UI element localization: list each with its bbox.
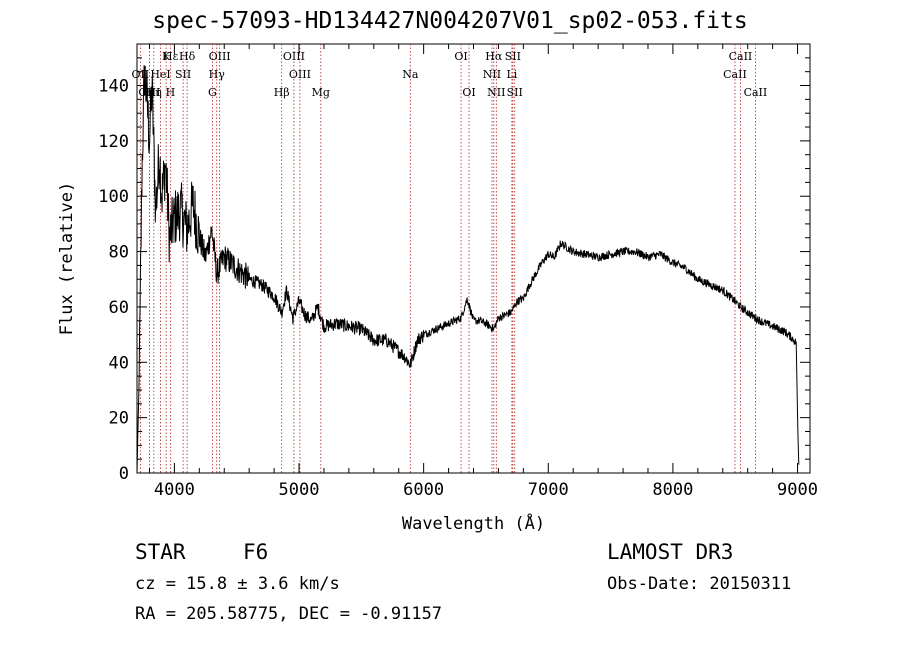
spectral-line-label: OIII — [289, 68, 311, 81]
y-tick-label: 40 — [109, 353, 129, 373]
x-tick-label: 8000 — [652, 480, 693, 500]
spectral-line-label: CaII — [729, 50, 753, 63]
spectral-line-label: G — [208, 86, 217, 99]
y-tick-label: 80 — [109, 243, 129, 263]
spectral-line-label: Hη — [146, 86, 162, 99]
spectral-line-label: Hα — [485, 50, 503, 63]
y-tick-label: 120 — [98, 132, 129, 152]
y-axis-label: Flux (relative) — [57, 182, 77, 336]
spectral-line-label: OIII — [209, 50, 231, 63]
spectral-line-label: SII — [505, 50, 521, 63]
chart-title: spec-57093-HD134427N004207V01_sp02-053.f… — [152, 8, 748, 34]
spectral-line-label: OI — [454, 50, 467, 63]
spectral-line-label: Hγ — [209, 68, 226, 81]
spectral-line-label: OI — [462, 86, 475, 99]
y-tick-label: 140 — [98, 77, 129, 97]
object-subclass: F6 — [243, 540, 269, 564]
spectral-line-label: HeI — [150, 68, 170, 81]
y-tick-label: 0 — [119, 464, 129, 484]
spectral-line-label: Na — [402, 68, 419, 81]
spectral-line-label: NII — [483, 68, 501, 81]
spectral-line-label: Li — [506, 68, 517, 81]
y-tick-label: 20 — [109, 409, 129, 429]
spectral-line-label: H — [166, 86, 176, 99]
spectral-line-label: Mg — [312, 86, 330, 99]
x-tick-label: 9000 — [777, 480, 818, 500]
spectral-line-label: Hδ — [179, 50, 196, 63]
x-axis-label: Wavelength (Å) — [402, 512, 545, 534]
spectral-line-label: SII — [175, 68, 191, 81]
spectral-line-label: CaII — [744, 86, 768, 99]
y-tick-label: 100 — [98, 187, 129, 207]
y-tick-label: 60 — [109, 298, 129, 318]
redshift-cz: cz = 15.8 ± 3.6 km/s — [135, 574, 340, 594]
x-tick-label: 6000 — [403, 480, 444, 500]
spectral-line-label: OIII — [283, 50, 305, 63]
coordinates: RA = 205.58775, DEC = -0.91157 — [135, 604, 443, 624]
spectral-line-label: Hβ — [274, 86, 290, 99]
obs-date: Obs-Date: 20150311 — [607, 574, 792, 594]
spectral-line-label: CaII — [723, 68, 747, 81]
x-tick-label: 7000 — [528, 480, 569, 500]
spectral-line-label: NII — [487, 86, 505, 99]
survey-name: LAMOST DR3 — [607, 540, 734, 564]
object-class: STAR — [135, 540, 186, 564]
x-tick-label: 5000 — [279, 480, 320, 500]
spectral-line-label: K — [162, 50, 171, 63]
spectral-line-label: SII — [507, 86, 523, 99]
x-tick-label: 4000 — [154, 480, 195, 500]
spectrum-line — [136, 65, 800, 474]
